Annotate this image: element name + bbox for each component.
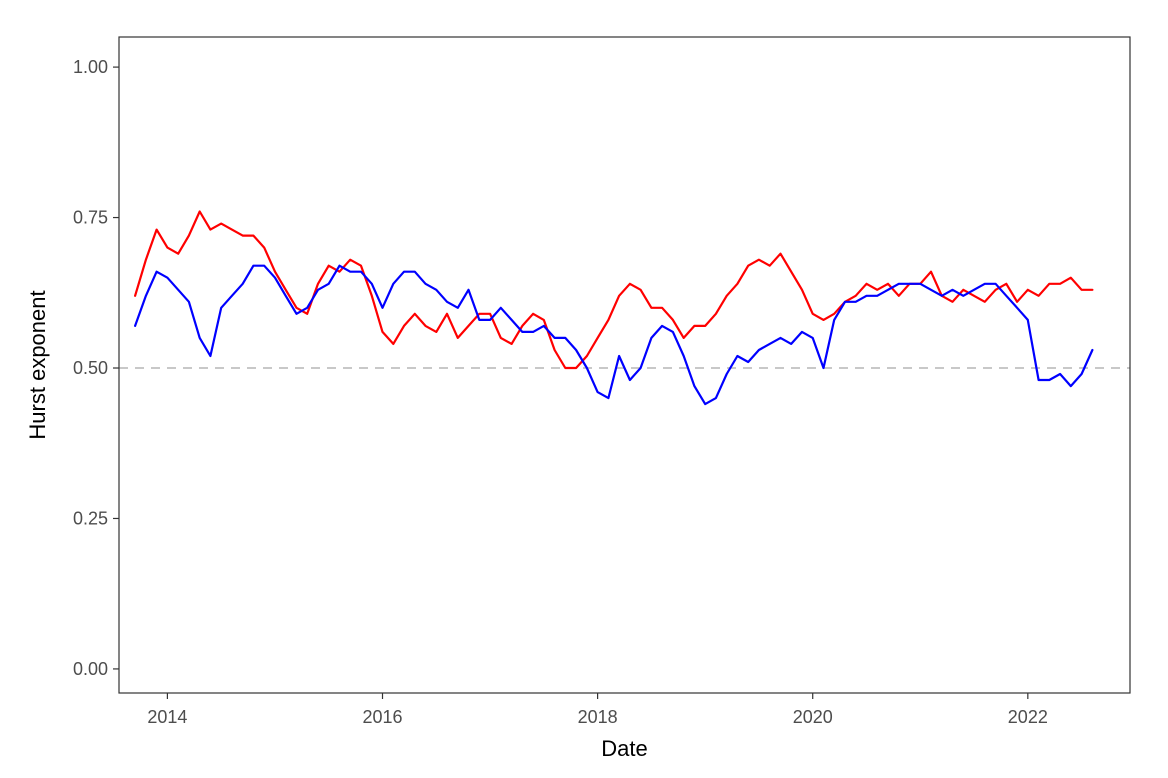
y-tick-label: 0.75 (73, 208, 108, 228)
series-line-2 (134, 264, 1094, 406)
y-axis-title: Hurst exponent (25, 290, 50, 439)
plot-panel-border (118, 36, 1131, 694)
x-tick-label: 2020 (793, 707, 833, 727)
x-tick-label: 2022 (1008, 707, 1048, 727)
x-axis: 2014 2016 2018 2020 2022 (147, 693, 1048, 727)
y-tick-label: 0.00 (73, 659, 108, 679)
x-tick-label: 2016 (362, 707, 402, 727)
x-tick-label: 2014 (147, 707, 187, 727)
y-tick-label: 1.00 (73, 57, 108, 77)
series-line-1 (134, 210, 1094, 370)
series-layer (134, 210, 1094, 406)
x-tick-label: 2018 (578, 707, 618, 727)
y-tick-label: 0.50 (73, 358, 108, 378)
y-tick-label: 0.25 (73, 508, 108, 528)
x-axis-title: Date (601, 736, 647, 761)
y-axis: 0.00 0.25 0.50 0.75 1.00 (73, 57, 119, 679)
